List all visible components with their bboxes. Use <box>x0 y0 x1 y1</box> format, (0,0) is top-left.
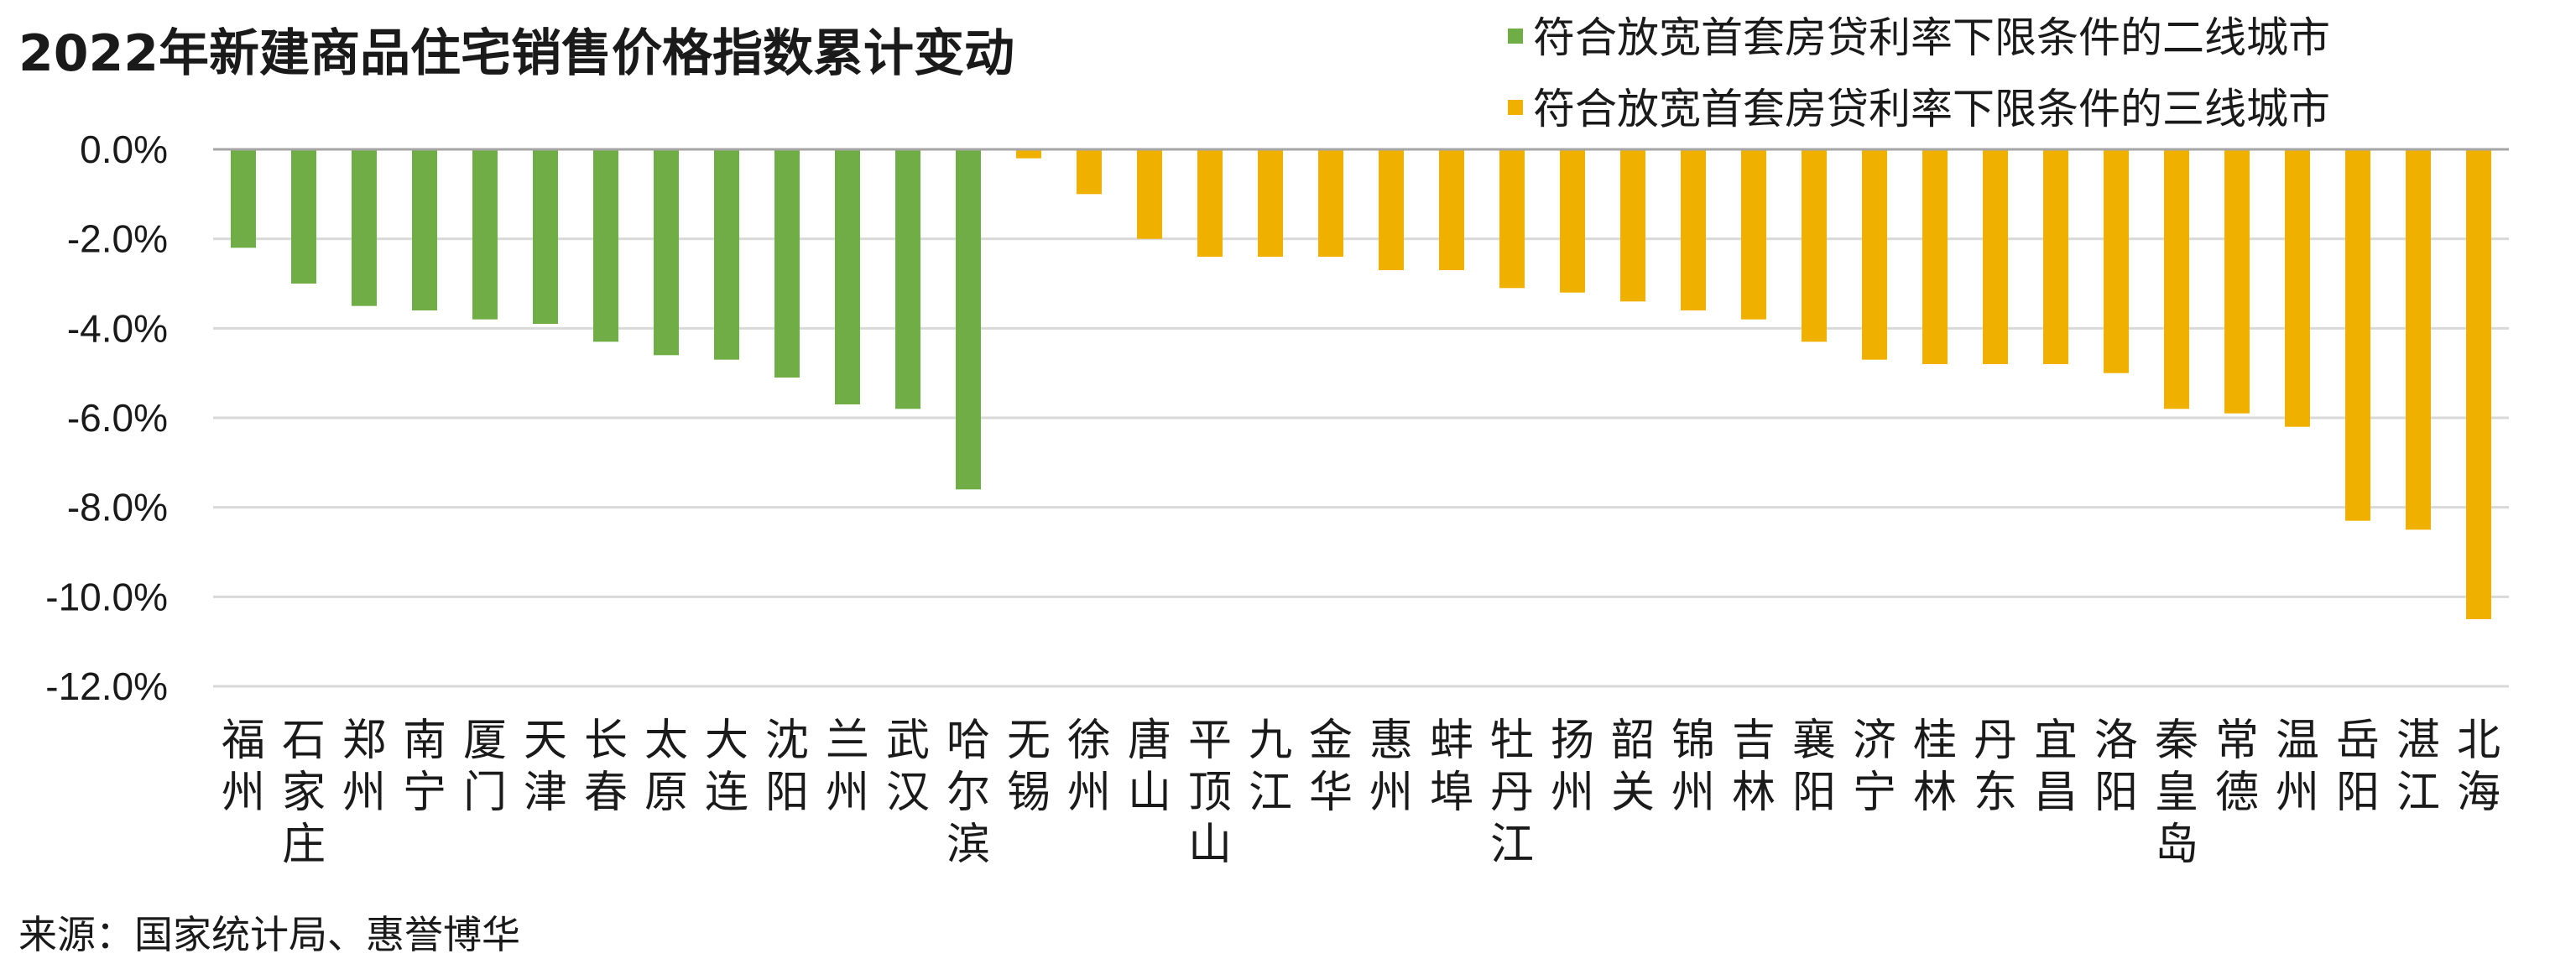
bar-桂林 <box>1922 149 1948 364</box>
category-label: 平顶山 <box>1188 716 1232 870</box>
category-label: 韶关 <box>1611 716 1655 818</box>
category-label: 温州 <box>2276 716 2319 818</box>
bar-洛阳 <box>2104 149 2129 373</box>
category-label: 沈阳 <box>765 716 809 818</box>
bar-无锡 <box>1016 149 1041 159</box>
bar-长春 <box>593 149 618 342</box>
bar-平顶山 <box>1197 149 1223 257</box>
bar-蚌埠 <box>1439 149 1464 270</box>
x-axis-categories: 福州石家庄郑州南宁厦门天津长春太原大连沈阳兰州武汉哈尔滨无锡徐州唐山平顶山九江金… <box>222 716 2500 870</box>
category-label: 天津 <box>524 716 567 818</box>
bar-沈阳 <box>774 149 800 378</box>
category-label: 洛阳 <box>2094 716 2138 818</box>
bar-兰州 <box>835 149 860 404</box>
bar-锦州 <box>1681 149 1706 310</box>
bar-大连 <box>714 149 739 360</box>
y-tick-label: 0.0% <box>80 128 168 171</box>
category-label: 惠州 <box>1369 716 1413 818</box>
legend-label-second-tier: 符合放宽首套房贷利率下限条件的二线城市 <box>1533 13 2330 62</box>
bar-南宁 <box>412 149 437 310</box>
category-label: 扬州 <box>1551 716 1594 818</box>
y-tick-label: -8.0% <box>67 486 168 529</box>
category-label: 锦州 <box>1671 716 1715 818</box>
bar-丹东 <box>1983 149 2008 364</box>
category-label: 武汉 <box>886 716 930 818</box>
category-label: 太原 <box>644 716 688 818</box>
bar-温州 <box>2285 149 2310 427</box>
y-tick-label: -12.0% <box>45 664 168 708</box>
category-label: 北海 <box>2457 716 2500 818</box>
bar-郑州 <box>352 149 377 306</box>
category-label: 大连 <box>705 716 748 818</box>
bar-金华 <box>1318 149 1343 257</box>
bar-湛江 <box>2406 149 2431 530</box>
legend-swatch-third-tier <box>1508 100 1523 115</box>
bar-唐山 <box>1137 149 1162 239</box>
bar-厦门 <box>472 149 498 320</box>
category-label: 金华 <box>1309 716 1353 818</box>
y-tick-label: -10.0% <box>45 575 168 618</box>
category-label: 蚌埠 <box>1430 716 1473 818</box>
bar-武汉 <box>895 149 920 409</box>
bar-常德 <box>2224 149 2250 414</box>
bar-石家庄 <box>291 149 316 284</box>
bars <box>231 149 2491 619</box>
category-label: 湛江 <box>2396 716 2440 818</box>
bar-天津 <box>533 149 558 324</box>
y-tick-label: -2.0% <box>67 217 168 261</box>
bar-扬州 <box>1560 149 1585 293</box>
source-note: 来源：国家统计局、惠誉博华 <box>18 912 520 957</box>
legend: 符合放宽首套房贷利率下限条件的二线城市 符合放宽首套房贷利率下限条件的三线城市 <box>1508 13 2330 133</box>
category-label: 南宁 <box>403 716 446 818</box>
bar-太原 <box>654 149 679 356</box>
category-label: 牡丹江 <box>1490 716 1534 870</box>
category-label: 哈尔滨 <box>946 716 990 870</box>
bar-济宁 <box>1862 149 1887 360</box>
y-tick-label: -4.0% <box>67 306 168 350</box>
bar-北海 <box>2466 149 2491 619</box>
category-label: 济宁 <box>1853 716 1896 818</box>
bar-牡丹江 <box>1499 149 1525 289</box>
bar-吉林 <box>1741 149 1766 320</box>
category-label: 唐山 <box>1128 716 1171 818</box>
category-label: 兰州 <box>826 716 869 818</box>
category-label: 丹东 <box>1974 716 2017 818</box>
category-label: 吉林 <box>1732 716 1776 818</box>
bar-九江 <box>1258 149 1283 257</box>
bar-襄阳 <box>1802 149 1827 342</box>
category-label: 郑州 <box>342 716 386 818</box>
bar-徐州 <box>1077 149 1102 195</box>
category-label: 徐州 <box>1067 716 1111 818</box>
category-label: 襄阳 <box>1792 716 1836 818</box>
category-label: 常德 <box>2215 716 2259 818</box>
category-label: 石家庄 <box>282 716 326 870</box>
bar-岳阳 <box>2345 149 2370 521</box>
bar-哈尔滨 <box>956 149 981 490</box>
legend-swatch-second-tier <box>1508 29 1523 44</box>
category-label: 长春 <box>584 716 628 818</box>
chart-title: 2022年新建商品住宅销售价格指数累计变动 <box>18 24 1014 83</box>
y-axis-ticks: 0.0% -2.0% -4.0% -6.0% -8.0% -10.0% -12.0% <box>45 128 168 708</box>
category-label: 秦皇岛 <box>2155 716 2198 870</box>
legend-item-third-tier: 符合放宽首套房贷利率下限条件的三线城市 <box>1508 85 2330 133</box>
bar-秦皇岛 <box>2164 149 2189 409</box>
legend-label-third-tier: 符合放宽首套房贷利率下限条件的三线城市 <box>1533 85 2330 133</box>
category-label: 九江 <box>1249 716 1292 818</box>
bar-韶关 <box>1620 149 1645 302</box>
category-label: 宜昌 <box>2034 716 2078 818</box>
category-label: 厦门 <box>463 716 507 818</box>
bar-惠州 <box>1379 149 1404 270</box>
y-tick-label: -6.0% <box>67 396 168 440</box>
category-label: 无锡 <box>1007 716 1051 818</box>
legend-item-second-tier: 符合放宽首套房贷利率下限条件的二线城市 <box>1508 13 2330 62</box>
bar-福州 <box>231 149 256 248</box>
category-label: 桂林 <box>1913 716 1957 818</box>
category-label: 岳阳 <box>2336 716 2380 818</box>
category-label: 福州 <box>222 716 265 818</box>
bar-宜昌 <box>2043 149 2068 364</box>
